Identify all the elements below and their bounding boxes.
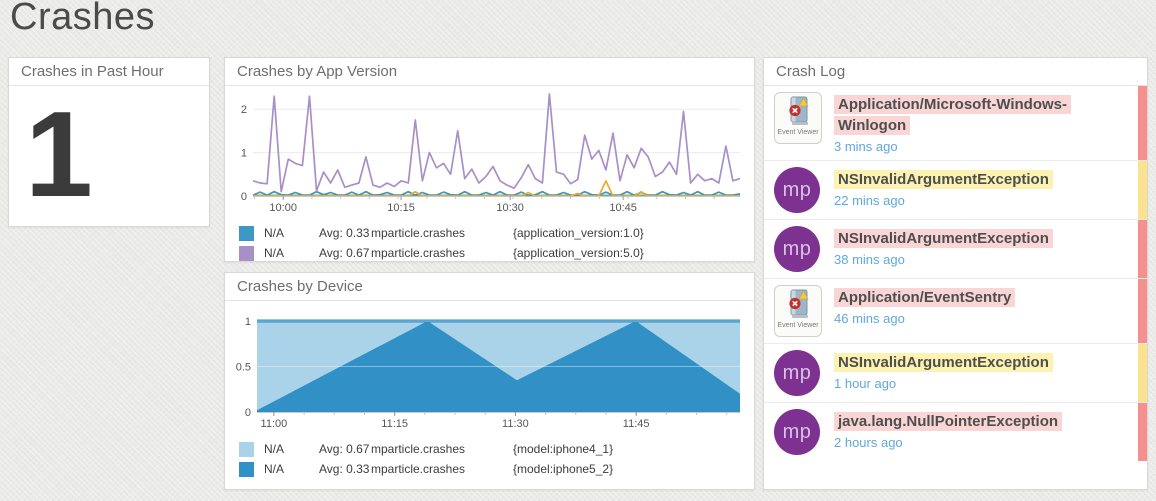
app-version-chart: 10:00 10:15 10:30 10:45 0 1 2: [225, 86, 754, 221]
legend-avg: Avg: 0.33: [319, 462, 370, 476]
legend-swatch: [239, 461, 254, 477]
event-viewer-caption: Event Viewer: [777, 322, 819, 329]
crash-time: 22 mins ago: [834, 193, 905, 208]
event-viewer-book-icon: [789, 96, 809, 125]
event-viewer-icon: Event Viewer: [774, 92, 822, 144]
svg-text:1: 1: [241, 148, 247, 160]
page-title: Crashes: [10, 0, 155, 38]
legend-label: N/A: [264, 226, 285, 240]
severity-bar: [1138, 161, 1147, 219]
svg-text:0.5: 0.5: [236, 362, 251, 374]
legend-filter: {application_version:5.0}: [513, 246, 644, 260]
crash-log-entry[interactable]: mp java.lang.NullPointerException 2 hour…: [764, 403, 1147, 461]
warning-triangle-icon: [798, 290, 809, 300]
severity-bar: [1138, 86, 1147, 160]
crash-time: 46 mins ago: [834, 311, 905, 326]
crash-time: 3 mins ago: [834, 139, 898, 154]
legend-swatch: [239, 441, 254, 457]
crash-title: NSInvalidArgumentException: [834, 353, 1053, 372]
panel-crashes-by-app-version: Crashes by App Version 10:00 10:15 10:30 10…: [224, 57, 755, 262]
svg-text:1: 1: [245, 316, 251, 328]
crash-log-entry[interactable]: Event Viewer Application/Microsoft-Windo…: [764, 86, 1147, 161]
legend-label: N/A: [264, 442, 285, 456]
legend-avg: Avg: 0.67: [319, 442, 370, 456]
panel-title: Crashes in Past Hour: [9, 58, 209, 86]
panel-crashes-past-hour: Crashes in Past Hour 1: [8, 57, 210, 227]
legend-metric: mparticle.crashes: [371, 226, 466, 240]
crash-log-entry[interactable]: mp NSInvalidArgumentException 1 hour ago: [764, 344, 1147, 403]
panel-crash-log: Crash Log Event Viewer Application/Mi: [763, 57, 1148, 490]
svg-text:11:15: 11:15: [381, 418, 408, 430]
severity-bar: [1138, 403, 1147, 461]
svg-text:10:00: 10:00: [269, 202, 297, 214]
crash-count-value: 1: [25, 86, 93, 222]
legend-avg: Avg: 0.33: [319, 226, 370, 240]
panel-crashes-by-device: Crashes by Device 11:00 11:15 11:30 11:45 0 0…: [224, 272, 755, 490]
severity-bar: [1138, 279, 1147, 343]
svg-text:10:45: 10:45: [609, 202, 637, 214]
svg-text:11:30: 11:30: [502, 418, 529, 430]
crash-log-entry[interactable]: mp NSInvalidArgumentException 38 mins ag…: [764, 220, 1147, 279]
crash-title: java.lang.NullPointerException: [834, 412, 1063, 431]
mparticle-icon: mp: [774, 226, 820, 272]
device-legend: N/A Avg: 0.67 mparticle.crashes {model:i…: [225, 439, 754, 479]
event-viewer-icon: Event Viewer: [774, 285, 822, 337]
panel-title: Crashes by App Version: [225, 58, 754, 86]
legend-avg: Avg: 0.67: [319, 246, 370, 260]
legend-row: N/A Avg: 0.67 mparticle.crashes {applica…: [225, 243, 754, 263]
crash-time: 38 mins ago: [834, 252, 905, 267]
legend-metric: mparticle.crashes: [371, 442, 466, 456]
severity-bar: [1138, 344, 1147, 402]
legend-label: N/A: [264, 246, 285, 260]
warning-triangle-icon: [798, 97, 809, 107]
severity-bar: [1138, 220, 1147, 278]
crash-title: NSInvalidArgumentException: [834, 229, 1053, 248]
event-viewer-caption: Event Viewer: [777, 129, 819, 136]
legend-filter: {model:iphone4_1}: [513, 442, 614, 456]
crash-log-entry[interactable]: mp NSInvalidArgumentException 22 mins ag…: [764, 161, 1147, 220]
panel-title: Crash Log: [764, 58, 1147, 86]
svg-text:10:30: 10:30: [496, 202, 524, 214]
legend-row: N/A Avg: 0.33 mparticle.crashes {model:i…: [225, 459, 754, 479]
svg-text:11:45: 11:45: [623, 418, 650, 430]
svg-text:0: 0: [245, 407, 251, 419]
crash-title: Application/EventSentry: [834, 288, 1016, 307]
svg-text:0: 0: [241, 191, 247, 203]
crash-title: Application/Microsoft-Windows-Winlogon: [834, 95, 1072, 135]
legend-row: N/A Avg: 0.67 mparticle.crashes {model:i…: [225, 439, 754, 459]
crash-time: 2 hours ago: [834, 435, 903, 450]
mparticle-icon: mp: [774, 409, 820, 455]
crash-title: NSInvalidArgumentException: [834, 170, 1053, 189]
svg-text:11:00: 11:00: [261, 418, 288, 430]
device-chart: 11:00 11:15 11:30 11:45 0 0.5 1: [225, 301, 754, 437]
mparticle-icon: mp: [774, 167, 820, 213]
legend-swatch: [239, 245, 254, 261]
panel-title: Crashes by Device: [225, 273, 754, 301]
legend-metric: mparticle.crashes: [371, 246, 466, 260]
crash-log-entry[interactable]: Event Viewer Application/EventSentry 46 …: [764, 279, 1147, 344]
legend-filter: {model:iphone5_2}: [513, 462, 614, 476]
mparticle-icon: mp: [774, 350, 820, 396]
legend-filter: {application_version:1.0}: [513, 226, 644, 240]
event-viewer-book-icon: [789, 289, 809, 318]
legend-label: N/A: [264, 462, 285, 476]
svg-text:10:15: 10:15: [387, 202, 415, 214]
app-version-legend: N/A Avg: 0.33 mparticle.crashes {applica…: [225, 223, 754, 263]
legend-swatch: [239, 225, 254, 241]
crash-time: 1 hour ago: [834, 376, 897, 391]
svg-text:2: 2: [241, 104, 247, 116]
legend-row: N/A Avg: 0.33 mparticle.crashes {applica…: [225, 223, 754, 243]
legend-metric: mparticle.crashes: [371, 462, 466, 476]
